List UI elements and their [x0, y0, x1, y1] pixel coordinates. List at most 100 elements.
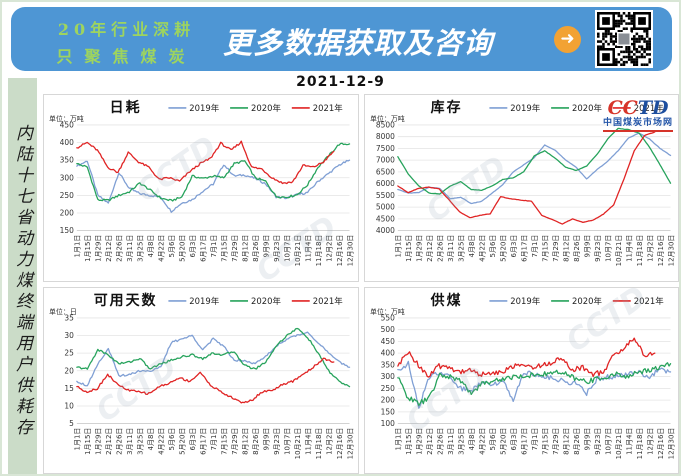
x-tick-label: 5月6日 [168, 235, 176, 258]
chart-panel-inventory: 4000 4500 5000 5500 6000 6500 7000 7500 8000 8500… [363, 94, 679, 282]
y-tick-label: 250 [380, 383, 394, 392]
legend-label: 2019年 [189, 103, 219, 113]
x-tick-label: 11月18日 [315, 235, 323, 267]
y-tick-label: 8500 [375, 120, 394, 129]
x-tick-label: 6月3日 [510, 427, 518, 450]
cctd-logo-text: CCTD [596, 97, 679, 119]
x-tick-label: 7月15日 [220, 235, 228, 262]
x-tick-label: 3月25日 [457, 427, 465, 454]
y-tick-label: 10 [64, 401, 74, 410]
y-tick-label: 450 [60, 120, 74, 129]
banner-slogan: 更多数据获取及咨询 [223, 26, 494, 60]
series-line-2020年 [396, 361, 671, 406]
x-tick-label: 7月29日 [551, 427, 559, 454]
x-tick-label: 11月4日 [304, 235, 312, 262]
legend-label: 2021年 [313, 295, 343, 305]
x-tick-label: 7月29日 [231, 427, 239, 454]
report-date: 2021-12-9 [296, 74, 385, 90]
series-line-2019年 [76, 159, 351, 213]
tagline-line1: 20年行业深耕 [57, 20, 196, 39]
x-tick-label: 3月11日 [126, 427, 134, 454]
x-tick-label: 1月29日 [95, 235, 103, 262]
x-tick-label: 9月23日 [273, 427, 281, 454]
chart-panel-coal-supply: 100 150 200 250 300 350 400 450 500 550 1月1日 1月15日 1… [363, 286, 679, 474]
series-line-2020年 [76, 327, 351, 387]
series-line-2020年 [396, 127, 671, 195]
x-tick-label: 10月7日 [283, 427, 291, 454]
legend-label: 2021年 [633, 103, 663, 113]
series-line-2021年 [396, 336, 655, 378]
x-tick-label: 8月12日 [562, 235, 570, 262]
x-tick-label: 1月1日 [74, 427, 82, 450]
y-tick-label: 35 [64, 313, 74, 322]
x-tick-label: 4月22日 [158, 235, 166, 262]
x-tick-label: 9月23日 [593, 427, 601, 454]
x-tick-label: 8月26日 [572, 427, 580, 454]
x-tick-label: 10月7日 [283, 235, 291, 262]
y-tick-label: 350 [60, 156, 74, 165]
x-tick-label: 11月18日 [635, 427, 643, 459]
y-tick-label: 7500 [375, 144, 394, 153]
series-line-2021年 [76, 357, 335, 404]
chart-panel-daily-consumption: 150 200 250 300 350 400 450 1月1日 1月15日 1月29日 2月12日… [43, 94, 359, 282]
chart-title: 库存 [430, 99, 462, 116]
x-tick-label: 2月12日 [426, 427, 434, 454]
y-tick-label: 30 [64, 331, 74, 340]
chart-panel-available-days: 5 10 15 20 25 30 35 1月1日 1月15日 1月29日 2月12日 2月26日 3月1… [43, 286, 359, 474]
y-tick-label: 550 [380, 313, 394, 322]
y-tick-label: 150 [60, 226, 74, 235]
x-tick-label: 6月17日 [520, 427, 528, 454]
x-tick-label: 10月7日 [604, 427, 612, 454]
y-tick-label: 4500 [375, 214, 394, 223]
x-tick-label: 7月1日 [530, 427, 538, 450]
y-tick-label: 6500 [375, 167, 394, 176]
cctd-logo-right: TD [637, 97, 669, 119]
x-tick-label: 7月1日 [530, 235, 538, 258]
x-tick-label: 2月26日 [436, 427, 444, 454]
legend-label: 2019年 [510, 103, 540, 113]
x-tick-label: 4月22日 [478, 235, 486, 262]
unit-label: 单位：万吨 [49, 114, 84, 123]
x-tick-label: 5月20日 [179, 427, 187, 454]
y-tick-label: 5000 [375, 203, 394, 212]
banner-tagline: 20年行业深耕 只聚焦煤炭 [39, 16, 214, 67]
x-tick-label: 11月4日 [304, 427, 312, 454]
y-tick-label: 20 [64, 366, 74, 375]
x-tick-label: 12月30日 [346, 235, 354, 267]
x-tick-label: 1月15日 [405, 427, 413, 454]
chart-svg-daily-consumption: 150 200 250 300 350 400 450 1月1日 1月15日 1月29日 2月12日… [49, 99, 354, 267]
x-tick-label: 2月12日 [426, 235, 434, 262]
y-tick-label: 300 [60, 173, 74, 182]
x-tick-label: 4月8日 [147, 427, 155, 450]
x-tick-label: 8月12日 [241, 427, 249, 454]
x-tick-label: 9月9日 [262, 427, 270, 450]
charts-grid: 150 200 250 300 350 400 450 1月1日 1月15日 1月29日 2月12日… [43, 94, 679, 474]
x-tick-label: 12月16日 [336, 235, 344, 267]
qr-code-icon [595, 10, 653, 68]
x-tick-label: 12月30日 [667, 427, 675, 459]
y-tick-label: 5500 [375, 191, 394, 200]
cctd-logo-left: CC [607, 97, 638, 119]
header-banner: 20年行业深耕 只聚焦煤炭 更多数据获取及咨询 ➜ [11, 7, 672, 71]
x-tick-label: 10月21日 [614, 235, 622, 267]
x-tick-label: 10月21日 [614, 427, 622, 459]
y-tick-label: 7000 [375, 156, 394, 165]
legend-label: 2021年 [313, 103, 343, 113]
y-tick-label: 200 [380, 395, 394, 404]
x-tick-label: 6月3日 [189, 235, 197, 258]
x-tick-label: 11月18日 [315, 427, 323, 459]
y-tick-label: 250 [60, 191, 74, 200]
arrow-right-icon: ➜ [554, 26, 581, 53]
legend-label: 2020年 [251, 295, 281, 305]
x-tick-label: 1月1日 [74, 235, 82, 258]
y-tick-label: 8000 [375, 132, 394, 141]
x-tick-label: 8月26日 [572, 235, 580, 262]
x-tick-label: 9月9日 [583, 235, 591, 258]
x-tick-label: 6月3日 [510, 235, 518, 258]
x-tick-label: 3月11日 [447, 427, 455, 454]
y-tick-label: 400 [60, 138, 74, 147]
x-tick-label: 1月29日 [415, 427, 423, 454]
cctd-logo: CCTD 中国煤炭市场网 [596, 97, 679, 132]
legend-label: 2020年 [572, 103, 602, 113]
